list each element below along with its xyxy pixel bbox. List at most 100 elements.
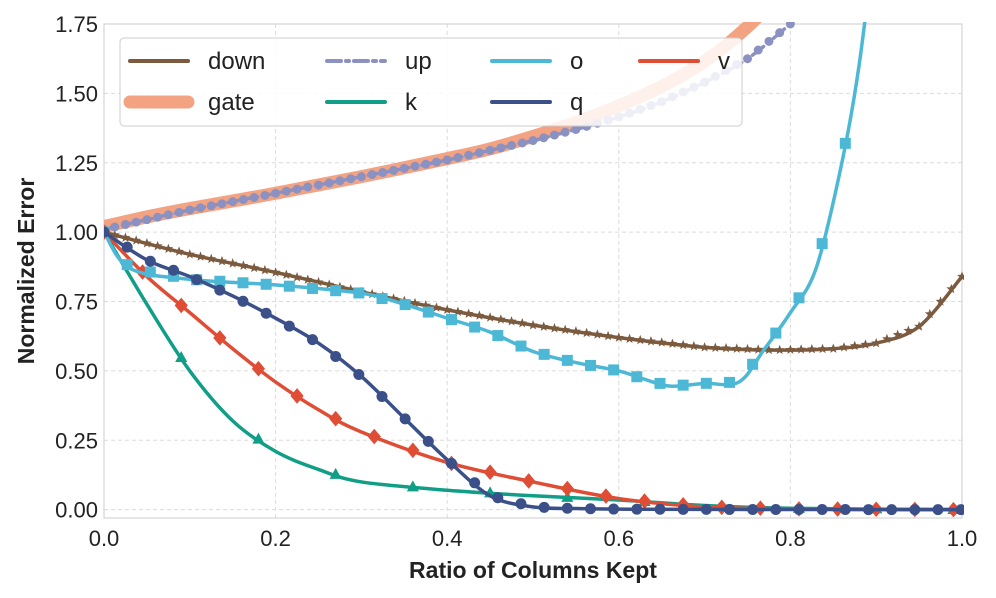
data-point-marker bbox=[699, 342, 710, 352]
data-point-marker bbox=[816, 504, 828, 516]
legend-item-o: o bbox=[490, 48, 583, 75]
data-point-marker bbox=[539, 133, 549, 143]
data-point-marker bbox=[191, 274, 203, 286]
data-point-marker bbox=[131, 217, 141, 227]
data-point-marker bbox=[306, 334, 318, 346]
data-point-marker bbox=[721, 342, 731, 353]
data-point-marker bbox=[528, 136, 538, 146]
legend-label: down bbox=[208, 48, 265, 75]
data-point-marker bbox=[515, 340, 527, 352]
data-point-marker bbox=[399, 413, 411, 425]
data-point-marker bbox=[517, 138, 527, 148]
data-point-marker bbox=[871, 337, 882, 348]
data-point-marker bbox=[214, 275, 226, 287]
data-point-marker bbox=[174, 207, 184, 217]
data-point-marker bbox=[335, 176, 345, 186]
data-point-marker bbox=[522, 473, 536, 489]
data-point-marker bbox=[892, 329, 903, 340]
data-point-marker bbox=[469, 477, 481, 489]
data-point-marker bbox=[213, 330, 227, 346]
data-point-marker bbox=[935, 296, 946, 306]
data-point-marker bbox=[903, 325, 914, 335]
data-point-marker bbox=[142, 215, 152, 225]
data-point-marker bbox=[774, 344, 785, 355]
data-point-marker bbox=[259, 264, 270, 275]
data-point-marker bbox=[723, 503, 735, 515]
data-point-marker bbox=[313, 276, 324, 287]
data-point-marker bbox=[463, 308, 474, 318]
data-point-marker bbox=[796, 344, 807, 354]
y-tick-label: 0.75 bbox=[55, 290, 98, 315]
legend-item-v: v bbox=[638, 48, 730, 75]
data-point-marker bbox=[924, 308, 935, 319]
legend-item-up: up bbox=[325, 48, 432, 75]
data-point-marker bbox=[747, 503, 759, 515]
data-point-marker bbox=[270, 267, 281, 277]
data-point-marker bbox=[442, 304, 453, 315]
data-point-marker bbox=[281, 186, 291, 196]
data-point-marker bbox=[249, 262, 260, 273]
data-point-marker bbox=[152, 240, 163, 251]
data-point-marker bbox=[507, 140, 517, 150]
data-point-marker bbox=[303, 182, 313, 192]
legend-item-gate: gate bbox=[123, 89, 255, 116]
data-point-marker bbox=[217, 199, 227, 209]
data-point-marker bbox=[631, 503, 643, 515]
data-point-marker bbox=[570, 326, 581, 336]
data-point-marker bbox=[167, 270, 179, 282]
data-point-marker bbox=[560, 324, 571, 335]
data-point-marker bbox=[485, 312, 496, 322]
plot-frame bbox=[103, 23, 963, 519]
data-point-marker bbox=[785, 22, 795, 29]
data-point-marker bbox=[909, 504, 921, 516]
data-point-marker bbox=[356, 172, 366, 182]
data-point-marker bbox=[549, 323, 560, 333]
data-point-marker bbox=[163, 210, 173, 220]
data-point-marker bbox=[775, 28, 785, 38]
data-point-marker bbox=[141, 238, 152, 248]
data-point-marker bbox=[367, 170, 377, 180]
data-point-marker bbox=[839, 504, 851, 516]
data-point-marker bbox=[656, 337, 667, 347]
data-point-marker bbox=[678, 339, 689, 350]
data-point-marker bbox=[252, 432, 265, 444]
data-point-marker bbox=[120, 220, 130, 230]
x-tick-label: 0.6 bbox=[604, 526, 635, 551]
x-tick-label: 0.4 bbox=[432, 526, 463, 551]
data-point-marker bbox=[492, 330, 504, 342]
data-point-marker bbox=[860, 339, 871, 349]
data-point-marker bbox=[120, 232, 131, 242]
data-point-marker bbox=[453, 153, 463, 163]
data-point-marker bbox=[515, 498, 527, 510]
data-point-marker bbox=[584, 359, 596, 371]
data-point-marker bbox=[496, 143, 506, 153]
data-point-marker bbox=[353, 287, 365, 299]
data-point-marker bbox=[367, 428, 381, 445]
data-point-marker bbox=[121, 259, 133, 271]
legend-label: o bbox=[570, 48, 583, 75]
data-point-marker bbox=[121, 241, 133, 253]
data-point-marker bbox=[237, 277, 249, 289]
data-point-marker bbox=[281, 269, 292, 280]
data-point-marker bbox=[445, 314, 457, 326]
data-point-marker bbox=[260, 307, 272, 319]
y-tick-label: 1.75 bbox=[55, 12, 98, 37]
data-point-marker bbox=[538, 321, 549, 331]
data-point-marker bbox=[376, 390, 388, 402]
data-point-marker bbox=[329, 467, 342, 479]
data-point-marker bbox=[700, 377, 712, 389]
data-point-marker bbox=[731, 343, 742, 353]
data-point-marker bbox=[110, 222, 120, 232]
data-point-marker bbox=[474, 310, 485, 320]
data-point-marker bbox=[292, 272, 302, 282]
data-point-marker bbox=[306, 282, 318, 294]
data-point-marker bbox=[528, 319, 538, 330]
data-point-marker bbox=[946, 283, 957, 294]
x-tick-label: 0.8 bbox=[775, 526, 806, 551]
data-point-marker bbox=[406, 442, 420, 459]
data-point-marker bbox=[104, 226, 110, 238]
series-down bbox=[104, 226, 964, 355]
data-point-marker bbox=[631, 371, 643, 383]
data-point-marker bbox=[538, 348, 550, 360]
x-axis-label: Ratio of Columns Kept bbox=[409, 557, 657, 583]
